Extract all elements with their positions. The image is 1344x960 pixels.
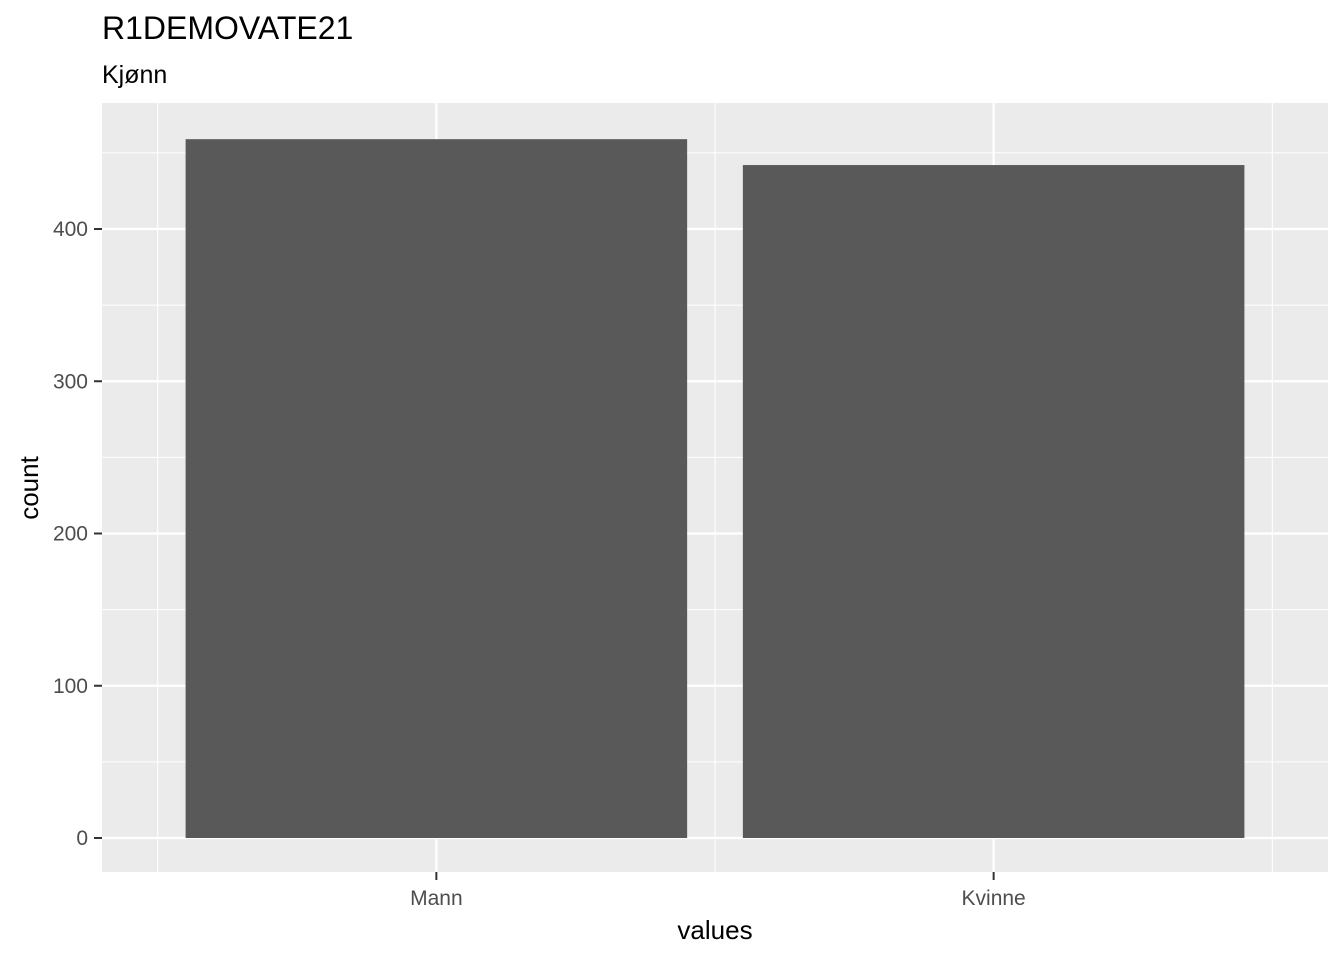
- y-axis-title: count: [14, 455, 44, 519]
- y-tick-label: 0: [76, 827, 88, 850]
- x-tick-label: Kvinne: [962, 887, 1026, 910]
- chart-title: R1DEMOVATE21: [102, 10, 354, 46]
- bars: [185, 139, 1245, 839]
- y-tick-label: 400: [53, 218, 88, 241]
- x-axis-title: values: [677, 915, 752, 945]
- y-tick-label: 200: [53, 523, 88, 546]
- x-tick-label: Mann: [410, 887, 463, 910]
- y-axis: 0 100 200 300 400: [53, 218, 102, 850]
- bar-kvinne: [742, 165, 1245, 838]
- x-axis: Mann Kvinne: [410, 872, 1026, 910]
- bar-mann: [185, 139, 688, 839]
- y-tick-label: 300: [53, 370, 88, 393]
- chart-subtitle: Kjønn: [102, 61, 168, 89]
- y-tick-label: 100: [53, 675, 88, 698]
